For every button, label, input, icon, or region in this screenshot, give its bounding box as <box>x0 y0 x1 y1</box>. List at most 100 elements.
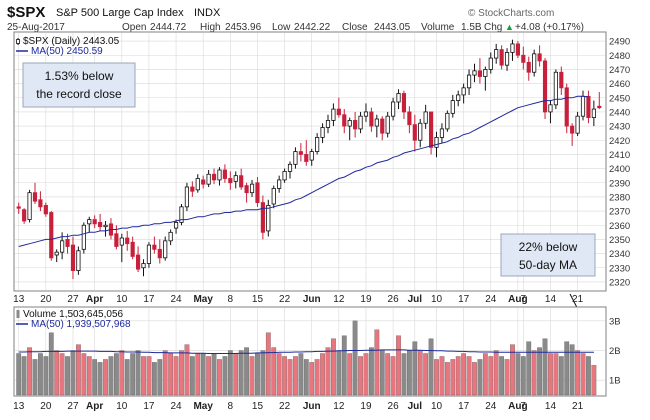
volume-bar <box>526 341 532 396</box>
volume-bar <box>341 335 347 396</box>
volume-bar <box>428 338 434 396</box>
date-tick-label: 10 <box>431 401 443 412</box>
candle-body <box>407 111 412 126</box>
volume-bar <box>189 356 195 396</box>
volume-bar <box>542 338 548 396</box>
volume-bar <box>520 356 526 396</box>
date-tick-label: Apr <box>86 294 103 305</box>
symbol: $SPX <box>7 4 45 21</box>
volume-bar <box>173 356 179 396</box>
date-tick-label: Jun <box>303 294 321 305</box>
candle-body <box>16 206 21 209</box>
candle-body <box>125 237 130 245</box>
candle-body <box>521 54 526 63</box>
candle-body <box>98 222 103 228</box>
volume-label: Volume <box>421 22 455 33</box>
candle-body <box>228 178 233 184</box>
price-tick-label: 2430 <box>609 122 630 133</box>
volume-bar <box>179 350 184 396</box>
volume-bar <box>482 353 488 396</box>
date-tick-label: 21 <box>572 401 584 412</box>
price-tick-label: 2440 <box>609 107 630 118</box>
candle-body <box>141 263 146 269</box>
date-tick-label: 12 <box>333 294 345 305</box>
volume-bar <box>244 347 249 396</box>
chg-up-arrow-icon: ▲ <box>505 22 514 32</box>
date-tick-label: 15 <box>252 401 264 412</box>
candle-body <box>542 60 548 113</box>
candle-body <box>564 87 569 127</box>
candle-body <box>342 114 347 127</box>
candle-body <box>114 233 119 247</box>
candle-body <box>336 108 341 116</box>
candle-body <box>325 120 331 128</box>
date-tick-label: 17 <box>143 401 155 412</box>
volume-bar <box>461 353 467 396</box>
volume-bar <box>466 356 472 396</box>
candle-body <box>472 70 477 76</box>
candle-body <box>586 95 591 118</box>
price-tick-label: 2490 <box>609 37 630 48</box>
volume-bar <box>477 359 483 396</box>
date-tick-label: 8 <box>228 401 234 412</box>
date-tick-label: 24 <box>485 401 497 412</box>
candle-body <box>27 192 32 220</box>
date-tick-label: 13 <box>13 401 25 412</box>
candle-body <box>412 124 417 141</box>
volume-bar <box>390 356 396 396</box>
candle-body <box>136 254 141 270</box>
volume-bar <box>108 356 114 396</box>
candle-body <box>401 93 407 113</box>
volume-bar <box>54 350 60 396</box>
volume-bar <box>385 353 391 396</box>
volume-bar <box>48 332 54 396</box>
volume-bar <box>488 356 494 396</box>
candle-body <box>266 205 271 232</box>
volume-bar <box>103 359 108 396</box>
candle-body <box>510 43 515 53</box>
volume-bar <box>130 353 136 396</box>
volume-bar <box>320 353 325 396</box>
ma50-line <box>18 95 589 247</box>
candle-body <box>22 209 27 222</box>
volume-bar <box>260 350 266 396</box>
price-axis: 2320 2330 2340 2350 2360 2370 2380 2390 2400 2410… <box>609 37 630 289</box>
volume-bar <box>16 353 22 396</box>
volume-bar <box>591 365 597 396</box>
candle-body <box>217 169 222 181</box>
candle-body <box>597 105 602 109</box>
candle-body <box>570 125 575 134</box>
low-value: 2442.22 <box>294 22 331 33</box>
date-tick-label: 17 <box>458 294 470 305</box>
high-label: High <box>200 22 221 33</box>
legend-price: $SPX (Daily) 2443.05 <box>23 36 120 47</box>
volume-bar <box>303 359 309 396</box>
date-tick-label: 20 <box>40 401 52 412</box>
volume-bar <box>114 353 119 396</box>
volume-bar <box>412 341 418 396</box>
date-tick-label: 24 <box>485 294 497 305</box>
date-tick-label: 27 <box>67 401 79 412</box>
volume-bar <box>314 359 320 396</box>
candle-body <box>450 100 455 114</box>
volume-bar <box>510 344 515 396</box>
candle-body <box>249 183 255 194</box>
price-tick-label: 2380 <box>609 192 630 203</box>
candle-body <box>347 120 352 127</box>
candle-body <box>233 175 238 182</box>
candle-body <box>65 239 70 247</box>
date-tick-label: 26 <box>388 294 400 305</box>
candle-body <box>434 137 439 148</box>
volume-bar <box>222 356 228 396</box>
volume-bar <box>21 356 27 396</box>
candle-body <box>173 222 179 229</box>
volume-axis: 1B 2B 3B <box>609 316 621 386</box>
volume-bar <box>119 350 125 396</box>
candle-body <box>331 108 336 121</box>
volume-bar <box>352 320 358 396</box>
date-tick-label: 19 <box>360 401 372 412</box>
price-tick-label: 2350 <box>609 235 630 246</box>
volume-bar <box>211 353 217 396</box>
volume-tick-label: 3B <box>609 316 621 327</box>
